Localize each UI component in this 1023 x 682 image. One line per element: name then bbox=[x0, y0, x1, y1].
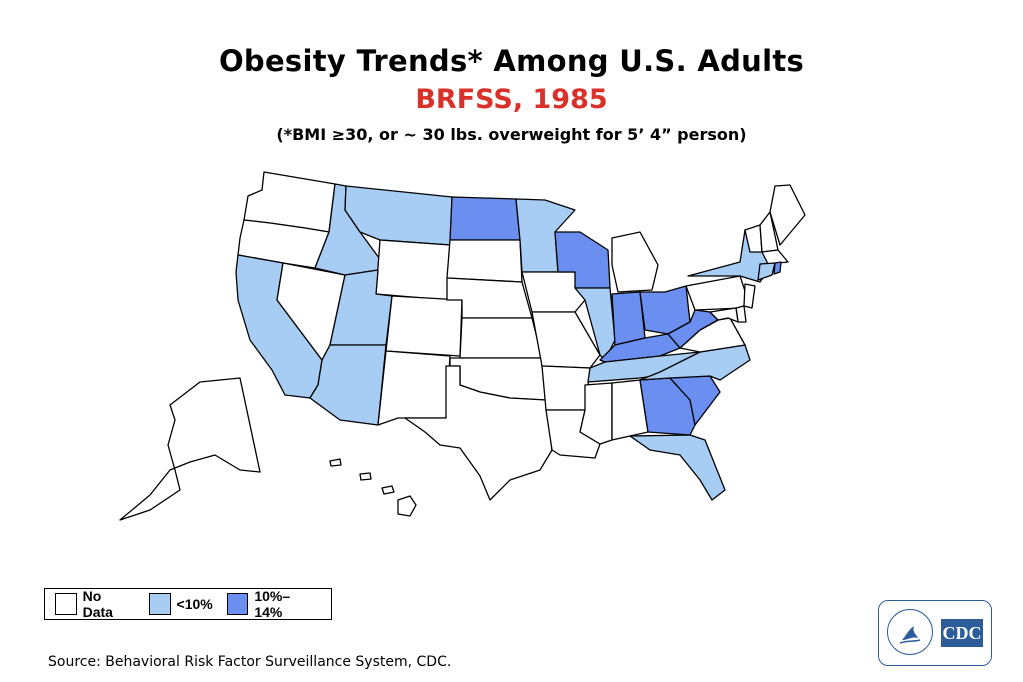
bmi-footnote: (*BMI ≥30, or ~ 30 lbs. overweight for 5… bbox=[276, 125, 747, 144]
state-ND bbox=[449, 196, 521, 241]
legend-item-lt10: <10% bbox=[148, 593, 213, 615]
state-KS bbox=[459, 317, 543, 359]
state-MD bbox=[709, 307, 739, 323]
legend: No Data <10% 10%–14% bbox=[44, 588, 332, 620]
state-SD bbox=[446, 239, 523, 283]
state-MA bbox=[761, 249, 789, 265]
source-note: Source: Behavioral Risk Factor Surveilla… bbox=[48, 654, 452, 670]
legend-swatch bbox=[226, 593, 249, 615]
legend-label: No Data bbox=[82, 588, 113, 620]
legend-label: <10% bbox=[176, 596, 213, 612]
state-CT bbox=[757, 262, 776, 281]
state-HI bbox=[381, 485, 395, 495]
state-FL bbox=[629, 434, 726, 501]
state-ME bbox=[769, 184, 806, 246]
state-MS bbox=[579, 382, 613, 445]
legend-swatch bbox=[55, 593, 77, 615]
legend-item-no-data: No Data bbox=[55, 588, 135, 620]
state-PA bbox=[685, 275, 749, 311]
state-NJ bbox=[743, 283, 756, 309]
hhs-seal-icon bbox=[887, 609, 933, 655]
state-MI bbox=[611, 231, 659, 293]
state-WY bbox=[375, 239, 451, 301]
state-HI bbox=[329, 458, 342, 467]
legend-label: 10%–14% bbox=[254, 588, 291, 620]
state-NM bbox=[377, 350, 451, 426]
cdc-logo: CDC bbox=[878, 600, 992, 666]
state-AK bbox=[119, 377, 261, 521]
state-HI-group bbox=[329, 458, 417, 517]
state-IN bbox=[611, 291, 646, 346]
state-AL bbox=[611, 379, 649, 441]
map-title: Obesity Trends* Among U.S. Adults bbox=[218, 44, 805, 78]
state-HI bbox=[359, 472, 372, 481]
legend-swatch bbox=[148, 593, 171, 615]
state-AR bbox=[541, 365, 591, 411]
map-subtitle: BRFSS, 1985 bbox=[415, 84, 608, 115]
state-TX bbox=[404, 365, 553, 501]
state-HI bbox=[397, 495, 417, 517]
legend-item-10-14: 10%–14% bbox=[226, 588, 317, 620]
state-CO bbox=[385, 295, 463, 357]
state-RI bbox=[773, 261, 782, 275]
state-MO bbox=[531, 311, 601, 369]
cdc-wordmark: CDC bbox=[941, 619, 983, 647]
